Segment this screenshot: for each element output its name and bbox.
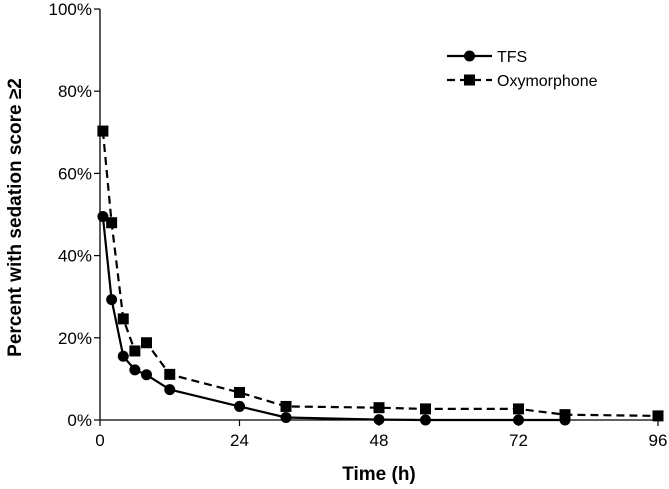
data-point <box>280 400 292 412</box>
x-tick-label: 24 <box>230 431 249 450</box>
data-point <box>420 403 431 415</box>
data-point <box>97 125 109 137</box>
data-point <box>117 313 129 325</box>
y-tick-label: 0% <box>67 411 92 430</box>
series-line-1 <box>101 130 659 417</box>
y-axis-title: Percent with sedation score ≥2 <box>5 78 26 357</box>
data-point <box>141 369 152 381</box>
x-tick-label: 48 <box>370 431 389 450</box>
x-axis-title: Time (h) <box>342 464 416 485</box>
data-point <box>164 384 176 396</box>
y-tick-label: 100% <box>49 0 92 19</box>
data-point <box>164 368 176 380</box>
data-point <box>513 414 524 426</box>
legend-marker <box>464 50 475 62</box>
x-tick-label: 96 <box>649 431 668 450</box>
x-tick-label: 72 <box>509 431 528 450</box>
data-point <box>97 211 109 223</box>
data-point <box>106 217 118 229</box>
y-tick-label: 20% <box>58 329 92 348</box>
y-tick-label: 60% <box>58 164 92 183</box>
data-point <box>420 414 431 426</box>
data-point <box>652 410 664 422</box>
legend-marker <box>464 74 475 86</box>
data-point <box>513 403 524 415</box>
x-tick-label: 0 <box>95 431 104 450</box>
data-point <box>234 400 245 412</box>
data-point <box>373 414 385 426</box>
data-point <box>117 350 129 362</box>
y-tick-label: 40% <box>58 247 92 266</box>
data-point <box>280 412 292 424</box>
legend-label: TFS <box>497 49 527 66</box>
series-line-0 <box>101 216 565 422</box>
legend: TFS Oxymorphone <box>447 49 598 90</box>
data-point <box>106 294 118 306</box>
data-point <box>141 337 152 349</box>
y-tick-label: 80% <box>58 82 92 101</box>
legend-label: Oxymorphone <box>497 73 598 90</box>
data-point <box>373 402 385 414</box>
data-point <box>234 386 245 398</box>
data-point <box>129 364 141 376</box>
data-point <box>559 409 571 421</box>
data-point <box>129 345 141 357</box>
